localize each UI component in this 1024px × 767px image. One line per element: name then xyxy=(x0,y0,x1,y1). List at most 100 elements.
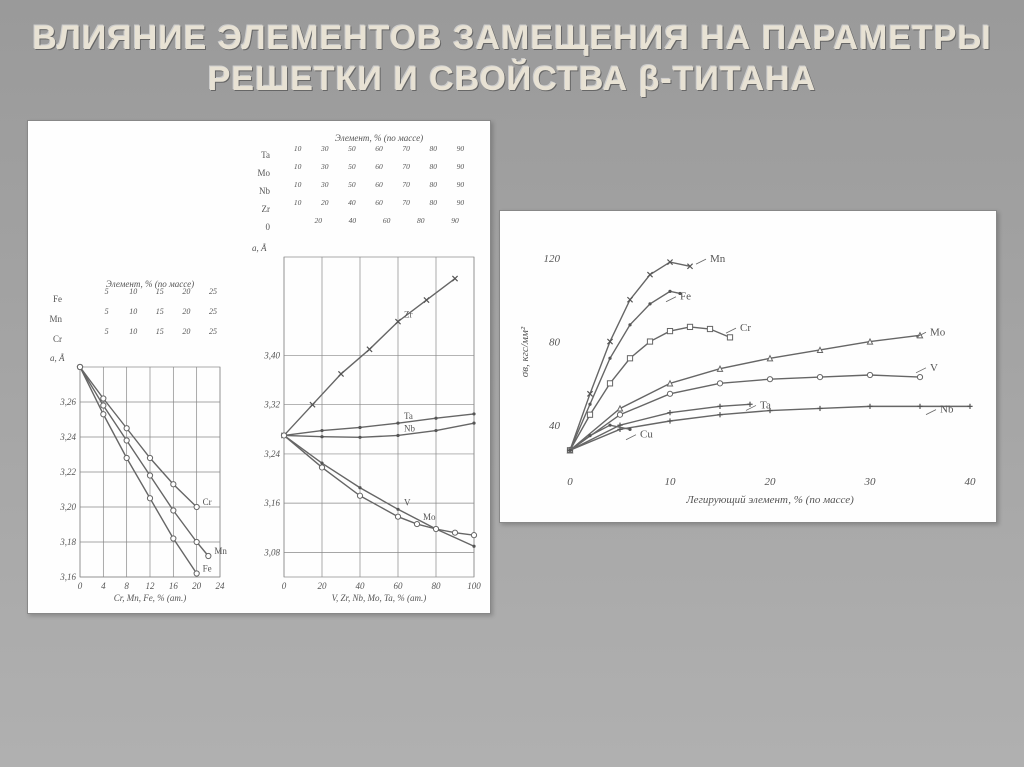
svg-text:8: 8 xyxy=(124,581,129,591)
svg-text:Mn: Mn xyxy=(214,546,227,556)
svg-text:Nb: Nb xyxy=(940,404,954,416)
svg-text:25: 25 xyxy=(209,287,217,296)
svg-text:Mo: Mo xyxy=(423,512,436,522)
svg-text:40: 40 xyxy=(356,581,366,591)
svg-text:Ta: Ta xyxy=(760,400,771,412)
svg-text:3,32: 3,32 xyxy=(263,399,280,409)
svg-text:20: 20 xyxy=(192,581,202,591)
svg-text:90: 90 xyxy=(457,198,465,207)
svg-text:Cr: Cr xyxy=(203,497,212,507)
svg-text:a, Å: a, Å xyxy=(50,353,65,363)
svg-text:80: 80 xyxy=(430,162,438,171)
svg-text:Mn: Mn xyxy=(49,314,62,324)
svg-text:50: 50 xyxy=(348,180,356,189)
svg-text:90: 90 xyxy=(457,144,465,153)
svg-text:40: 40 xyxy=(965,476,977,488)
svg-text:15: 15 xyxy=(156,307,164,316)
svg-text:25: 25 xyxy=(209,307,217,316)
svg-text:90: 90 xyxy=(457,180,465,189)
svg-text:90: 90 xyxy=(457,162,465,171)
svg-text:Элемент, % (по массе): Элемент, % (по массе) xyxy=(106,279,194,289)
svg-text:Cr: Cr xyxy=(53,334,62,344)
svg-text:40: 40 xyxy=(349,216,357,225)
svg-text:60: 60 xyxy=(375,162,383,171)
svg-text:Легирующий элемент, % (по масс: Легирующий элемент, % (по массе) xyxy=(685,494,854,506)
svg-text:10: 10 xyxy=(294,180,302,189)
svg-text:5: 5 xyxy=(105,287,109,296)
svg-text:20: 20 xyxy=(765,476,777,488)
svg-text:20: 20 xyxy=(182,327,190,336)
svg-text:5: 5 xyxy=(105,307,109,316)
svg-text:3,40: 3,40 xyxy=(263,350,280,360)
svg-text:50: 50 xyxy=(348,162,356,171)
svg-text:10: 10 xyxy=(129,307,137,316)
svg-text:10: 10 xyxy=(294,162,302,171)
svg-text:Ta: Ta xyxy=(261,150,270,160)
svg-text:V: V xyxy=(404,497,411,507)
svg-text:3,20: 3,20 xyxy=(59,502,76,512)
svg-text:40: 40 xyxy=(549,420,561,432)
svg-text:3,16: 3,16 xyxy=(263,498,280,508)
charts-row: Элемент, % (по массе) Fe 5 10 15 20 25 Mn 5 10 15 2… xyxy=(0,110,1024,624)
svg-text:10: 10 xyxy=(129,327,137,336)
svg-text:30: 30 xyxy=(320,180,329,189)
slide-title: ВЛИЯНИЕ ЭЛЕМЕНТОВ ЗАМЕЩЕНИЯ НА ПАРАМЕТРЫ… xyxy=(0,0,1024,110)
svg-text:Mo: Mo xyxy=(257,168,270,178)
chart1-lattice-crmnfe: Элемент, % (по массе) Fe 5 10 15 20 25 Mn 5 10 15 2… xyxy=(32,227,232,607)
svg-text:Fe: Fe xyxy=(53,294,62,304)
svg-text:24: 24 xyxy=(216,581,226,591)
svg-text:3,24: 3,24 xyxy=(59,432,76,442)
svg-text:70: 70 xyxy=(402,198,410,207)
svg-text:Zr: Zr xyxy=(262,204,271,214)
svg-text:90: 90 xyxy=(451,216,459,225)
svg-text:a, Å: a, Å xyxy=(252,243,267,253)
svg-text:60: 60 xyxy=(375,180,383,189)
svg-text:σв, кгс/мм²: σв, кгс/мм² xyxy=(519,326,531,377)
svg-text:70: 70 xyxy=(402,162,410,171)
svg-text:60: 60 xyxy=(375,198,383,207)
svg-text:60: 60 xyxy=(383,216,391,225)
svg-text:Fe: Fe xyxy=(203,563,212,573)
svg-text:3,08: 3,08 xyxy=(263,547,280,557)
svg-text:3,22: 3,22 xyxy=(59,467,76,477)
svg-text:20: 20 xyxy=(182,307,190,316)
svg-text:0: 0 xyxy=(266,222,271,232)
svg-text:10: 10 xyxy=(665,476,677,488)
svg-text:3,26: 3,26 xyxy=(59,397,76,407)
svg-text:3,18: 3,18 xyxy=(59,537,76,547)
svg-text:12: 12 xyxy=(146,581,156,591)
svg-text:20: 20 xyxy=(182,287,190,296)
svg-text:Ta: Ta xyxy=(404,411,413,421)
svg-text:0: 0 xyxy=(78,581,83,591)
svg-text:20: 20 xyxy=(318,581,328,591)
svg-text:Mo: Mo xyxy=(930,326,946,338)
svg-text:Nb: Nb xyxy=(404,423,415,433)
svg-text:Zr: Zr xyxy=(404,309,413,319)
svg-text:80: 80 xyxy=(432,581,442,591)
svg-text:80: 80 xyxy=(417,216,425,225)
svg-text:30: 30 xyxy=(320,162,329,171)
svg-text:100: 100 xyxy=(467,581,481,591)
svg-text:Mn: Mn xyxy=(710,253,726,265)
svg-text:3,24: 3,24 xyxy=(263,449,280,459)
svg-text:Fe: Fe xyxy=(680,291,691,303)
chart2-lattice-vzrnbmota: Элемент, % (по массе) Ta 10 30 50 60 70 80 90 Mo 1… xyxy=(236,127,486,607)
svg-text:4: 4 xyxy=(101,581,106,591)
svg-text:15: 15 xyxy=(156,327,164,336)
svg-text:V: V xyxy=(930,362,938,374)
svg-text:10: 10 xyxy=(294,198,302,207)
svg-text:80: 80 xyxy=(430,198,438,207)
svg-text:Cr: Cr xyxy=(740,322,751,334)
svg-text:5: 5 xyxy=(105,327,109,336)
svg-text:60: 60 xyxy=(375,144,383,153)
svg-text:15: 15 xyxy=(156,287,164,296)
svg-text:120: 120 xyxy=(544,253,561,265)
svg-text:16: 16 xyxy=(169,581,179,591)
chart-card-left: Элемент, % (по массе) Fe 5 10 15 20 25 Mn 5 10 15 2… xyxy=(27,120,491,614)
svg-text:Cu: Cu xyxy=(640,429,653,441)
svg-text:10: 10 xyxy=(129,287,137,296)
svg-text:20: 20 xyxy=(314,216,322,225)
svg-text:60: 60 xyxy=(394,581,404,591)
svg-text:Элемент, % (по массе): Элемент, % (по массе) xyxy=(335,133,423,143)
svg-text:V, Zr, Nb, Mo, Ta, % (ат.): V, Zr, Nb, Mo, Ta, % (ат.) xyxy=(332,593,427,603)
